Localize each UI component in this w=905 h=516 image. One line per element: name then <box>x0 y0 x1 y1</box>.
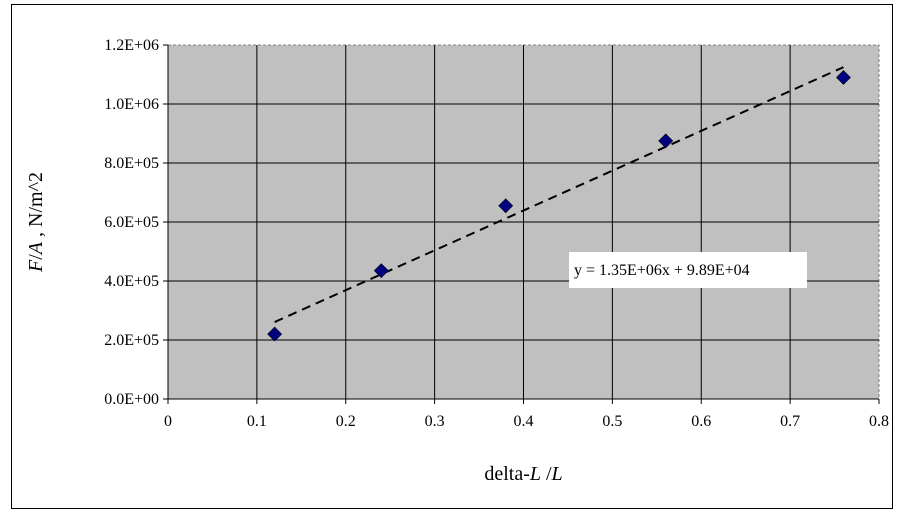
y-axis-title: F/A , N/m^2 <box>25 172 47 273</box>
y-tick-label: 6.0E+05 <box>104 214 159 231</box>
data-point <box>373 263 389 279</box>
y-tick-label: 4.0E+05 <box>104 273 159 290</box>
x-tick-label: 0 <box>164 413 172 430</box>
data-points <box>267 70 851 342</box>
x-tick-label: 0.3 <box>425 413 445 430</box>
x-axis-title-var2: L <box>551 463 563 485</box>
vertical-gridlines <box>256 45 791 399</box>
x-tick-label: 0.7 <box>780 413 800 430</box>
y-tick-label: 1.0E+06 <box>104 96 159 113</box>
y-tick-label: 1.2E+06 <box>104 37 159 54</box>
x-axis-title-prefix: delta- <box>484 463 530 485</box>
y-axis-title-var2: A <box>25 241 47 256</box>
y-axis-title-sep: / <box>25 254 47 260</box>
data-point <box>498 198 514 214</box>
x-axis-title: delta-L /L <box>484 463 562 485</box>
y-axis-title-var1: F <box>25 259 47 273</box>
data-point <box>267 326 283 342</box>
y-tick-label: 8.0E+05 <box>104 155 159 172</box>
x-tick-label: 0.5 <box>602 413 622 430</box>
x-tick-label: 0.8 <box>869 413 889 430</box>
x-tick-label: 0.4 <box>514 413 534 430</box>
x-tick-labels: 0 0.1 0.2 0.3 0.4 0.5 0.6 0.7 0.8 <box>164 399 889 430</box>
data-point <box>836 70 851 85</box>
y-tick-labels: 0.0E+00 2.0E+05 4.0E+05 6.0E+05 8.0E+05 1.0E+… <box>104 37 168 408</box>
x-tick-label: 0.1 <box>247 413 267 430</box>
x-tick-label: 0.2 <box>336 413 356 430</box>
trendline-equation: y = 1.35E+06x + 9.89E+04 <box>574 262 750 279</box>
x-tick-label: 0.6 <box>691 413 711 430</box>
y-tick-label: 0.0E+00 <box>104 391 159 408</box>
data-point <box>658 133 674 149</box>
equation-box <box>569 252 807 288</box>
x-axis-title-var1: L <box>529 463 541 485</box>
y-axis-title-suffix: , N/m^2 <box>25 172 47 242</box>
y-tick-label: 2.0E+05 <box>104 332 159 349</box>
x-axis-title-sep: / <box>541 463 552 485</box>
